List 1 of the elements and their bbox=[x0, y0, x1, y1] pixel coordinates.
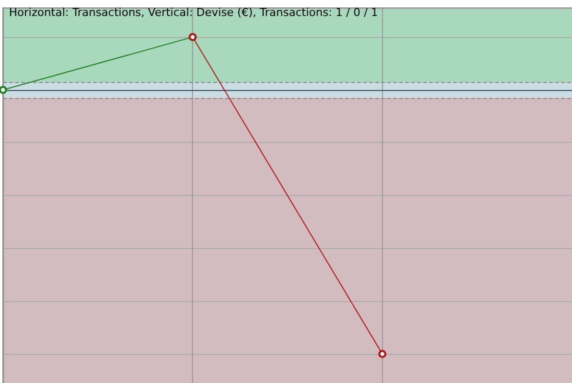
chart-title: Horizontal: Transactions, Vertical: Devise (€), Transactions: 1 / 0 / 1 bbox=[9, 6, 378, 19]
